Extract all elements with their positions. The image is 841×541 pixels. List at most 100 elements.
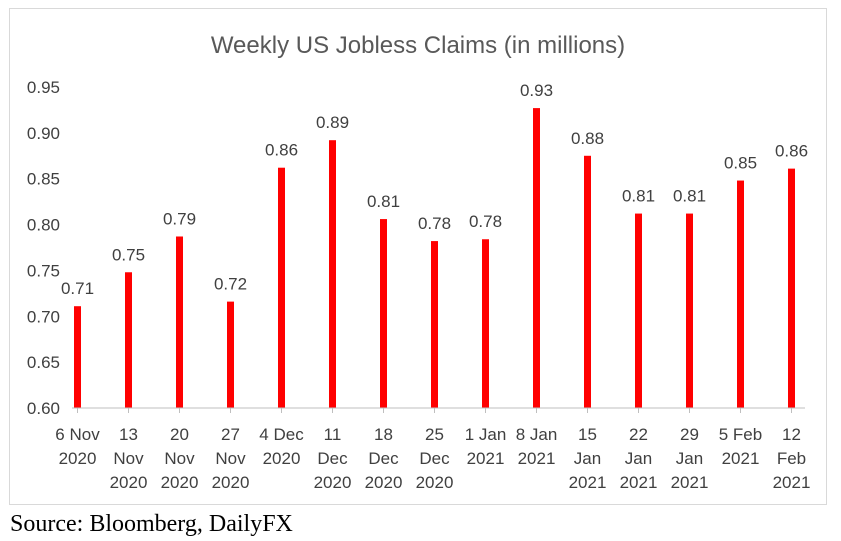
x-tick-label-line: 25 xyxy=(425,425,444,444)
x-tick-label-line: 18 xyxy=(374,425,393,444)
x-tick-label: 6 Nov 2020 xyxy=(55,425,100,468)
x-tick-label-line: 22 xyxy=(629,425,648,444)
x-tick-label-line: 8 Jan xyxy=(516,425,558,444)
x-tick-label: 8 Jan 2021 xyxy=(516,425,558,468)
x-tick-label: 4 Dec 2020 xyxy=(259,425,304,468)
chart-title: Weekly US Jobless Claims (in millions) xyxy=(211,32,625,59)
x-tick-label-line: 12 xyxy=(782,425,801,444)
x-tick-label: 20 Nov 2020 xyxy=(161,425,199,492)
x-tick-label-line: Jan xyxy=(625,449,652,468)
bar xyxy=(125,272,132,408)
x-tick-label-line: 2021 xyxy=(722,449,760,468)
bar xyxy=(635,213,642,408)
y-tick-label: 0.85 xyxy=(27,170,60,189)
x-tick-label-line: 2020 xyxy=(365,473,403,492)
y-tick-label: 0.90 xyxy=(27,124,60,143)
x-tick-label: 22 Jan 2021 xyxy=(620,425,658,492)
x-tick-label-line: 2021 xyxy=(518,449,556,468)
x-tick-label-line: 29 xyxy=(680,425,699,444)
y-tick-label: 0.75 xyxy=(27,261,60,280)
x-tick-label: 15 Jan 2021 xyxy=(569,425,607,492)
data-label: 0.72 xyxy=(214,275,247,294)
x-tick-label-line: 2020 xyxy=(263,449,301,468)
x-tick-label: 18 Dec 2020 xyxy=(365,425,403,492)
data-label: 0.89 xyxy=(316,113,349,132)
y-tick-label: 0.65 xyxy=(27,353,60,372)
x-tick-label-line: 5 Feb xyxy=(719,425,762,444)
x-tick-label-line: Jan xyxy=(574,449,601,468)
bar xyxy=(533,108,540,408)
bar xyxy=(329,140,336,409)
bar xyxy=(737,180,744,408)
x-tick-label-line: 2021 xyxy=(620,473,658,492)
y-axis: 0.60 0.65 0.70 0.75 0.80 0.85 0.90 0.95 xyxy=(27,78,60,418)
data-label: 0.81 xyxy=(622,187,655,206)
x-tick-label-line: Jan xyxy=(676,449,703,468)
bar xyxy=(788,168,795,408)
y-tick-label: 0.70 xyxy=(27,307,60,326)
x-tick-label-line: 2020 xyxy=(110,473,148,492)
x-tick-label-line: 11 xyxy=(324,425,342,444)
x-tick-label: 1 Jan 2021 xyxy=(465,425,507,468)
x-tick-label-line: 20 xyxy=(170,425,189,444)
x-tick-label-line: 15 xyxy=(578,425,597,444)
bar xyxy=(584,155,591,408)
y-tick-label: 0.95 xyxy=(27,78,60,97)
data-label: 0.85 xyxy=(724,154,757,173)
x-tick-label: 27 Nov 2020 xyxy=(212,425,250,492)
x-tick-label-line: 2020 xyxy=(161,473,199,492)
x-tick-label-line: 2020 xyxy=(59,449,97,468)
data-label: 0.75 xyxy=(112,245,145,264)
x-tick-label-line: 27 xyxy=(221,425,240,444)
data-label: 0.86 xyxy=(265,141,298,160)
x-tick-label-line: 2020 xyxy=(314,473,352,492)
x-tick-label-line: 2021 xyxy=(467,449,505,468)
data-label: 0.93 xyxy=(520,81,553,100)
bar xyxy=(686,213,693,408)
data-label: 0.78 xyxy=(469,212,502,231)
data-label: 0.86 xyxy=(775,142,808,161)
x-tick-label: 12 Feb 2021 xyxy=(773,425,811,492)
x-tick-label-line: 2021 xyxy=(773,473,811,492)
x-tick-label: 11 Dec 2020 xyxy=(314,425,352,492)
x-tick-label-line: 2021 xyxy=(671,473,709,492)
data-label: 0.71 xyxy=(61,279,94,298)
x-tick-label: 5 Feb 2021 xyxy=(719,425,762,468)
x-tick-label-line: Feb xyxy=(777,449,806,468)
data-label: 0.88 xyxy=(571,129,604,148)
x-tick-label-line: 6 Nov xyxy=(55,425,100,444)
bars xyxy=(74,108,795,409)
bar xyxy=(176,236,183,408)
x-tick-label: 13 Nov 2020 xyxy=(110,425,148,492)
data-label: 0.79 xyxy=(163,209,196,228)
x-tick-label-line: Dec xyxy=(368,449,399,468)
bar xyxy=(74,306,81,408)
x-tick-label-line: 13 xyxy=(119,425,138,444)
bar xyxy=(227,301,234,408)
x-tick-label-line: Dec xyxy=(419,449,450,468)
source-note: Source: Bloomberg, DailyFX xyxy=(10,511,293,537)
x-tick-label-line: 2020 xyxy=(212,473,250,492)
x-tick-label-line: 2020 xyxy=(416,473,454,492)
y-tick-label: 0.60 xyxy=(27,399,60,418)
y-tick-label: 0.80 xyxy=(27,216,60,235)
x-tick-label-line: Dec xyxy=(317,449,348,468)
data-labels: 0.71 0.75 0.79 0.72 0.86 0.89 0.81 0.78 0.78 0.93… xyxy=(61,81,808,298)
bar xyxy=(482,239,489,408)
x-tick-label: 25 Dec 2020 xyxy=(416,425,454,492)
x-tick-label-line: Nov xyxy=(113,449,144,468)
bar xyxy=(278,167,285,408)
bar xyxy=(431,241,438,408)
data-label: 0.81 xyxy=(673,187,706,206)
x-tick-label-line: Nov xyxy=(215,449,246,468)
data-label: 0.78 xyxy=(418,214,451,233)
bar xyxy=(380,219,387,408)
x-tick-label-line: 2021 xyxy=(569,473,607,492)
x-tick-label-line: Nov xyxy=(164,449,195,468)
x-tick-label-line: 4 Dec xyxy=(259,425,304,444)
data-label: 0.81 xyxy=(367,192,400,211)
x-tick-label: 29 Jan 2021 xyxy=(671,425,709,492)
x-tick-label-line: 1 Jan xyxy=(465,425,507,444)
